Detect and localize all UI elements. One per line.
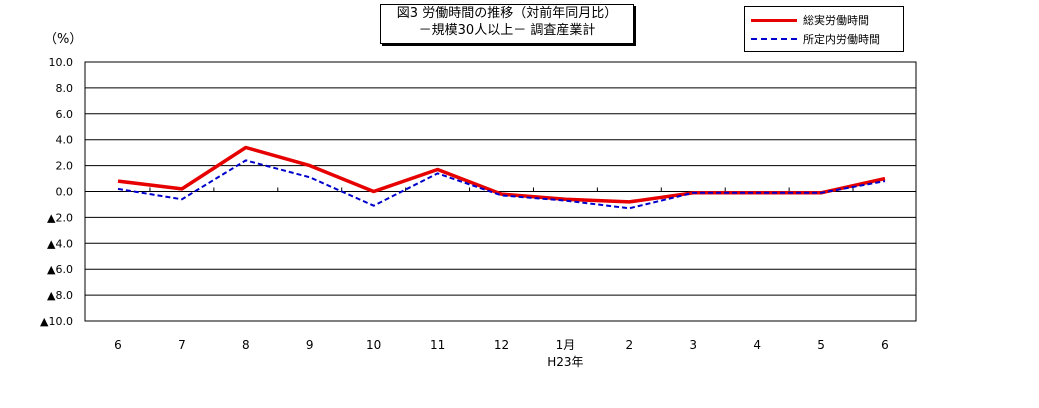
- legend-item-total-hours: 総実労働時間: [751, 12, 869, 28]
- x-axis-tick-labels: 6 7 8 9 10 11 12 1月 2 3 4 5 6 H23年: [114, 338, 889, 369]
- legend-swatch-solid-red: [751, 18, 797, 22]
- y-tick-label: ▲8.0: [47, 289, 73, 302]
- x-tick-label: 7: [178, 338, 186, 352]
- y-tick-label: ▲4.0: [47, 237, 73, 250]
- x-tick-label: 5: [817, 338, 825, 352]
- x-tick-label: 6: [114, 338, 122, 352]
- legend-label-scheduled-hours: 所定内労働時間: [803, 33, 880, 46]
- y-tick-label: 2.0: [56, 160, 74, 173]
- legend-swatch-dashed-blue: [751, 38, 797, 40]
- chart-title-line-2: －規模30人以上－ 調査産業計: [418, 23, 596, 38]
- x-tick-label: 2: [626, 338, 634, 352]
- x-tick-label: 1月: [556, 338, 576, 352]
- x-axis-year-label: H23年: [547, 355, 583, 369]
- x-tick-label: 10: [366, 338, 381, 352]
- legend-label-total-hours: 総実労働時間: [803, 14, 869, 27]
- x-tick-label: 9: [306, 338, 314, 352]
- gridlines: [84, 61, 917, 322]
- legend: 総実労働時間 所定内労働時間: [744, 6, 904, 52]
- x-tick-label: 12: [494, 338, 509, 352]
- y-tick-label: ▲6.0: [47, 263, 73, 276]
- x-tick-label: 6: [881, 338, 889, 352]
- y-tick-label: 10.0: [49, 56, 74, 69]
- chart-title-line-1: 図3 労働時間の推移（対前年同月比）: [396, 6, 618, 21]
- x-tick-label: 4: [753, 338, 761, 352]
- chart-title: 図3 労働時間の推移（対前年同月比） －規模30人以上－ 調査産業計: [380, 4, 634, 44]
- y-tick-label: 4.0: [56, 134, 74, 147]
- series-line-total-hours: [117, 145, 886, 204]
- y-tick-label: 0.0: [56, 186, 74, 199]
- y-tick-label: 8.0: [56, 82, 74, 95]
- x-tick-label: 11: [430, 338, 445, 352]
- y-axis-tick-labels: 10.0 8.0 6.0 4.0 2.0 0.0 ▲2.0 ▲4.0 ▲6.0 ▲8.0 ▲10.0: [40, 56, 73, 328]
- y-tick-label: 6.0: [56, 108, 74, 121]
- y-axis-unit-label: （%）: [44, 32, 83, 47]
- x-tick-label: 3: [689, 338, 697, 352]
- y-tick-label: ▲2.0: [47, 211, 73, 224]
- y-tick-label: ▲10.0: [40, 315, 73, 328]
- series-lines: [117, 145, 886, 210]
- series-line-scheduled-hours: [117, 159, 886, 210]
- legend-item-scheduled-hours: 所定内労働時間: [751, 31, 880, 47]
- x-tick-label: 8: [242, 338, 250, 352]
